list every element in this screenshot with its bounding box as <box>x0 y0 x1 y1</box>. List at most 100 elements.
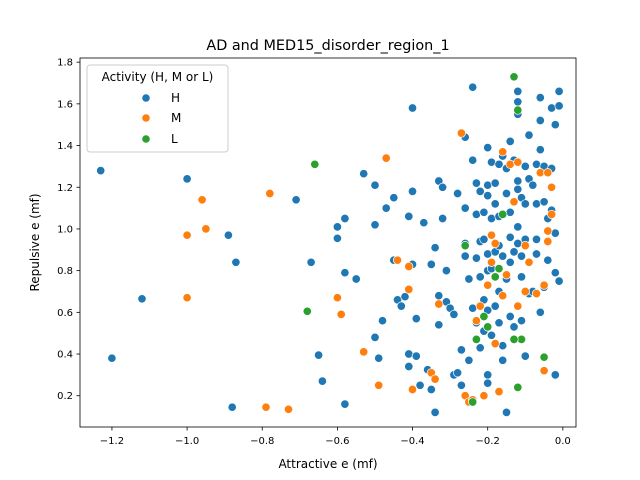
point-m-33 <box>498 291 508 301</box>
point-h-42 <box>426 384 436 395</box>
legend-label-m: M <box>171 111 181 125</box>
point-l-12 <box>516 334 527 344</box>
point-h-107 <box>501 188 512 199</box>
point-h-105 <box>498 355 508 365</box>
point-h-5 <box>231 257 241 267</box>
point-h-20 <box>370 332 380 342</box>
point-h-62 <box>460 251 470 261</box>
point-h-129 <box>520 161 530 171</box>
point-m-11 <box>381 153 391 163</box>
point-m-45 <box>543 168 553 178</box>
point-h-75 <box>475 272 485 282</box>
legend-box <box>86 64 229 153</box>
point-l-6 <box>490 272 500 282</box>
point-h-4 <box>223 230 233 240</box>
point-h-82 <box>483 143 493 153</box>
y-tick-label: 1.2 <box>57 183 73 194</box>
point-l-13 <box>539 352 549 362</box>
point-h-103 <box>498 251 508 261</box>
point-h-47 <box>434 320 444 330</box>
point-h-66 <box>468 155 478 165</box>
point-m-38 <box>520 241 530 251</box>
point-h-153 <box>550 120 560 130</box>
point-h-121 <box>513 176 523 186</box>
x-axis-label: Attractive e (mf) <box>278 457 377 471</box>
point-m-29 <box>490 238 500 249</box>
point-h-159 <box>554 276 564 286</box>
y-tick-label: 0.8 <box>57 266 73 277</box>
point-h-11 <box>332 222 342 232</box>
point-h-104 <box>498 341 508 351</box>
point-l-15 <box>479 311 489 322</box>
x-tick-label: −0.2 <box>476 436 500 447</box>
point-h-28 <box>396 301 406 311</box>
point-h-80 <box>483 180 493 190</box>
point-h-17 <box>359 169 369 179</box>
point-m-42 <box>535 168 545 178</box>
point-h-158 <box>554 101 564 111</box>
point-h-73 <box>475 186 485 196</box>
point-h-142 <box>535 93 545 103</box>
point-h-86 <box>483 370 493 380</box>
point-h-155 <box>550 268 560 278</box>
point-h-110 <box>505 136 515 146</box>
point-m-3 <box>201 224 211 234</box>
point-h-8 <box>306 257 316 267</box>
x-tick-label: −0.4 <box>400 436 424 447</box>
point-h-21 <box>374 353 384 363</box>
y-tick-label: 0.6 <box>57 308 73 319</box>
point-h-92 <box>486 330 497 340</box>
legend-label-l: L <box>171 132 178 146</box>
point-l-11 <box>513 382 523 392</box>
point-m-17 <box>430 374 440 384</box>
point-h-136 <box>528 180 538 190</box>
point-m-31 <box>494 387 504 397</box>
point-h-111 <box>505 207 515 217</box>
point-h-139 <box>531 199 542 209</box>
point-m-48 <box>547 182 557 192</box>
point-m-40 <box>524 257 534 267</box>
point-h-30 <box>404 211 414 221</box>
point-h-29 <box>400 292 410 302</box>
point-m-26 <box>483 280 493 290</box>
y-tick-label: 1.4 <box>57 141 73 152</box>
point-h-24 <box>381 203 391 213</box>
point-h-101 <box>494 318 504 328</box>
point-h-109 <box>501 407 512 417</box>
x-tick-label: 0.0 <box>555 436 571 447</box>
point-h-0 <box>96 166 106 176</box>
point-m-41 <box>531 289 542 299</box>
point-m-0 <box>182 230 192 240</box>
point-m-23 <box>471 316 481 326</box>
point-l-1 <box>302 306 312 316</box>
point-m-14 <box>404 284 414 294</box>
point-h-44 <box>430 243 440 253</box>
legend-title: Activity (H, M or L) <box>102 70 214 84</box>
point-h-132 <box>520 351 530 361</box>
point-h-117 <box>509 322 519 332</box>
point-l-9 <box>509 72 519 82</box>
point-h-128 <box>516 272 527 282</box>
y-tick-label: 1.0 <box>57 224 73 235</box>
point-h-127 <box>516 251 527 261</box>
point-h-125 <box>516 316 527 326</box>
point-h-69 <box>471 209 481 219</box>
point-m-6 <box>283 404 294 414</box>
point-m-5 <box>261 402 271 412</box>
point-h-16 <box>351 274 361 284</box>
point-h-10 <box>317 376 327 386</box>
x-tick-label: −0.6 <box>325 436 349 447</box>
point-h-119 <box>513 97 523 107</box>
point-h-70 <box>471 253 481 263</box>
point-h-13 <box>340 213 350 224</box>
point-h-157 <box>554 86 564 96</box>
point-h-55 <box>453 188 463 199</box>
point-h-1 <box>107 353 117 363</box>
point-l-2 <box>460 241 470 251</box>
point-h-7 <box>291 195 301 205</box>
point-l-14 <box>509 334 519 344</box>
point-h-65 <box>468 82 478 92</box>
point-h-72 <box>475 343 485 353</box>
point-h-64 <box>464 274 474 284</box>
